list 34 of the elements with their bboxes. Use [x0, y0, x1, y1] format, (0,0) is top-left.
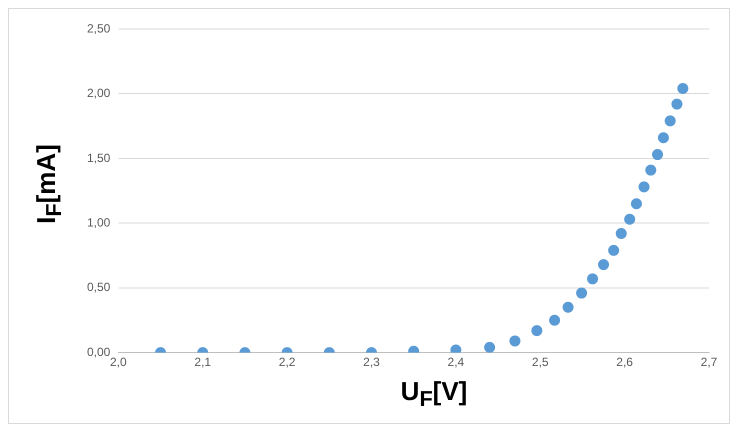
x-tick-label: 2,1 — [194, 355, 212, 370]
point — [549, 314, 560, 326]
y-tick-label: 2,50 — [86, 21, 111, 36]
point — [484, 342, 496, 353]
point — [677, 83, 688, 94]
x-tick-label: 2,6 — [616, 355, 634, 370]
point — [562, 302, 574, 313]
x-tick-label: 2,3 — [363, 355, 380, 370]
x-tick-label: 2,2 — [278, 355, 296, 370]
y-tick-label: 1,50 — [86, 150, 111, 165]
x-tick-label: 2,7 — [700, 355, 718, 370]
point — [664, 115, 676, 126]
point — [598, 259, 610, 270]
point — [638, 181, 650, 192]
point — [624, 214, 636, 225]
y-tick-label: 2,00 — [86, 86, 111, 100]
point — [630, 198, 642, 210]
point — [616, 228, 627, 240]
y-tick-label: 1,00 — [86, 215, 111, 230]
point — [587, 273, 598, 284]
point — [576, 288, 588, 299]
point — [509, 335, 520, 346]
point — [652, 149, 664, 160]
point — [658, 132, 669, 144]
point — [671, 98, 682, 110]
x-tick-label: 2,0 — [110, 355, 128, 370]
x-tick-label: 2,5 — [532, 355, 549, 370]
point — [608, 244, 620, 256]
y-tick-label: 0,00 — [86, 344, 111, 359]
x-tick-label: 2,4 — [448, 355, 465, 370]
point — [531, 325, 542, 336]
point — [645, 164, 656, 176]
x-axis-title: U$_{F}$[V] — [400, 376, 468, 412]
y-tick-label: 0,50 — [86, 280, 111, 294]
